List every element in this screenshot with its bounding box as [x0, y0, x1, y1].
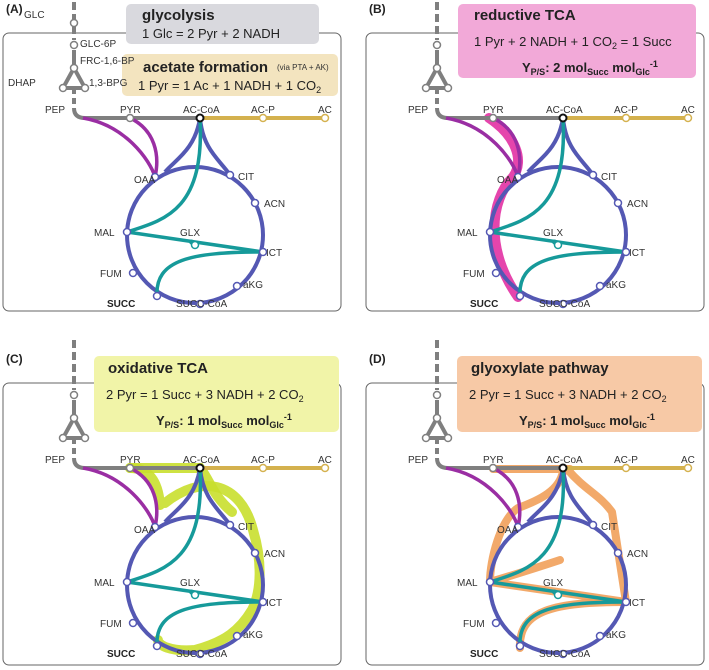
glyoxylate-yield: YP/S: 1 molSucc molGlc-1: [519, 412, 655, 430]
label-pyr-b: PYR: [483, 105, 504, 116]
panel-a: (A) glycolysis 1 Glc = 2 Pyr + 2 NADH ac…: [2, 0, 342, 312]
label-mal-b: MAL: [457, 228, 478, 239]
label-oaa: OAA: [134, 175, 155, 186]
label-glx: GLX: [180, 228, 200, 239]
label-ac-b: AC: [681, 105, 695, 116]
acetate-title: acetate formation: [143, 59, 268, 76]
label-ict-d: ICT: [629, 598, 645, 609]
label-ict-c: ICT: [266, 598, 282, 609]
glyoxylate-title: glyoxylate pathway: [471, 360, 609, 377]
label-pyr-d: PYR: [483, 455, 504, 466]
reductive-yield: YP/S: 2 molSucc molGlc-1: [522, 59, 658, 77]
oxidative-yield: YP/S: 1 molSucc molGlc-1: [156, 412, 292, 430]
label-glx-c: GLX: [180, 578, 200, 589]
panel-label-c: (C): [6, 352, 23, 366]
oxidative-highlight-ring: [125, 463, 265, 656]
label-frc16bp: FRC-1,6-BP: [80, 56, 135, 67]
label-pep-d: PEP: [408, 455, 428, 466]
label-cit-c: CIT: [238, 522, 254, 533]
label-succ-c: SUCC: [107, 649, 135, 660]
label-succcoa: SUCC-CoA: [176, 299, 227, 310]
label-akg-d: aKG: [606, 630, 626, 641]
label-fum-c: FUM: [100, 619, 122, 630]
label-succ: SUCC: [107, 299, 135, 310]
label-cit: CIT: [238, 172, 254, 183]
label-accoa-b: AC-CoA: [546, 105, 583, 116]
label-glx-b: GLX: [543, 228, 563, 239]
panel-b: (B) reductive TCA 1 Pyr + 2 NADH + 1 CO2…: [365, 0, 705, 312]
label-cit-b: CIT: [601, 172, 617, 183]
label-mal-c: MAL: [94, 578, 115, 589]
label-oaa-d: OAA: [497, 525, 518, 536]
label-ac-d: AC: [681, 455, 695, 466]
label-acn-d: ACN: [627, 549, 648, 560]
label-pyr-c: PYR: [120, 455, 141, 466]
label-pep-c: PEP: [45, 455, 65, 466]
label-ict: ICT: [266, 248, 282, 259]
label-akg-c: aKG: [243, 630, 263, 641]
panel-label-a: (A): [6, 2, 23, 16]
label-pep: PEP: [45, 105, 65, 116]
panel-c: (C) oxidative TCA 2 Pyr = 1 Succ + 3 NAD…: [2, 338, 342, 666]
panel-label-d: (D): [369, 352, 386, 366]
label-accoa-d: AC-CoA: [546, 455, 583, 466]
label-acp-d: AC-P: [614, 455, 638, 466]
label-pep-b: PEP: [408, 105, 428, 116]
acetate-box: [122, 54, 338, 96]
label-cit-d: CIT: [601, 522, 617, 533]
label-fum: FUM: [100, 269, 122, 280]
label-fum-d: FUM: [463, 619, 485, 630]
label-glc: GLC: [24, 10, 45, 21]
reductive-highlight: [484, 113, 523, 302]
glyoxylate-highlight-succ: [515, 598, 630, 652]
label-mal: MAL: [94, 228, 115, 239]
reductive-box: [458, 4, 696, 78]
label-acp-c: AC-P: [251, 455, 275, 466]
label-oaa-c: OAA: [134, 525, 155, 536]
label-fum-b: FUM: [463, 269, 485, 280]
label-accoa-c: AC-CoA: [183, 455, 220, 466]
label-acn-c: ACN: [264, 549, 285, 560]
label-succcoa-c: SUCC-CoA: [176, 649, 227, 660]
label-succcoa-d: SUCC-CoA: [539, 649, 590, 660]
reductive-equation: 1 Pyr + 2 NADH + 1 CO2 = 1 Succ: [474, 34, 672, 51]
label-ict-b: ICT: [629, 248, 645, 259]
oxidative-box: [94, 356, 339, 432]
glyoxylate-equation: 2 Pyr = 1 Succ + 3 NADH + 2 CO2: [469, 387, 667, 404]
label-accoa: AC-CoA: [183, 105, 220, 116]
glyoxylate-box: [457, 356, 702, 432]
glycolysis-equation: 1 Glc = 2 Pyr + 2 NADH: [142, 26, 280, 41]
label-acp: AC-P: [251, 105, 275, 116]
label-glx-d: GLX: [543, 578, 563, 589]
oxidative-equation: 2 Pyr = 1 Succ + 3 NADH + 2 CO2: [106, 387, 304, 404]
panel-label-b: (B): [369, 2, 386, 16]
label-succ-b: SUCC: [470, 299, 498, 310]
oxidative-title: oxidative TCA: [108, 360, 208, 377]
glycolysis-box: [126, 4, 319, 44]
label-ac-c: AC: [318, 455, 332, 466]
reductive-title: reductive TCA: [474, 7, 576, 24]
label-ac: AC: [318, 105, 332, 116]
label-dhap: DHAP: [8, 78, 36, 89]
label-acn-b: ACN: [627, 199, 648, 210]
label-mal-d: MAL: [457, 578, 478, 589]
label-pyr: PYR: [120, 105, 141, 116]
panel-d: (D) glyoxylate pathway 2 Pyr = 1 Succ + …: [365, 338, 705, 666]
label-bpg: 1,3-BPG: [89, 78, 128, 89]
acetate-note: (via PTA + AK): [277, 63, 329, 72]
label-oaa-b: OAA: [497, 175, 518, 186]
label-akg: aKG: [243, 280, 263, 291]
acetate-equation: 1 Pyr = 1 Ac + 1 NADH + 1 CO2: [138, 78, 321, 95]
label-succ-d: SUCC: [470, 649, 498, 660]
label-succcoa-b: SUCC-CoA: [539, 299, 590, 310]
label-glc6p: GLC-6P: [80, 39, 116, 50]
label-akg-b: aKG: [606, 280, 626, 291]
glycolysis-title: glycolysis: [142, 7, 215, 24]
label-acp-b: AC-P: [614, 105, 638, 116]
label-acn: ACN: [264, 199, 285, 210]
